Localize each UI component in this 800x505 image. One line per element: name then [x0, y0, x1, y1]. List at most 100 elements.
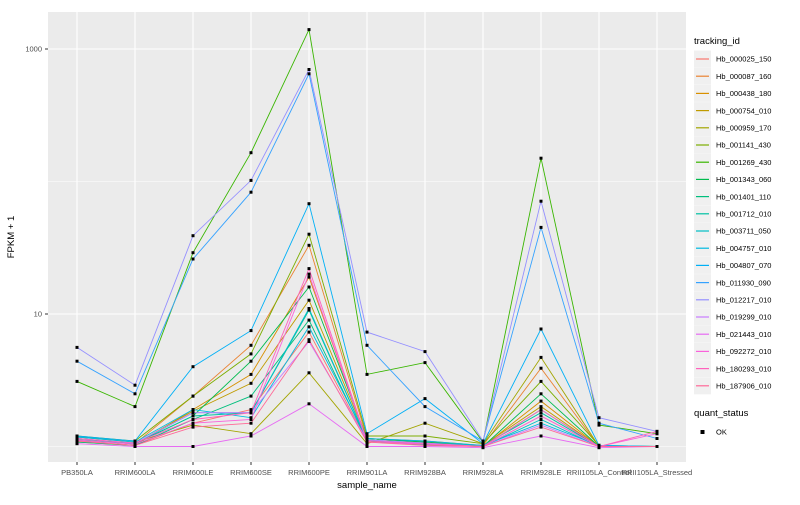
data-point: [249, 381, 253, 385]
data-point: [597, 423, 601, 427]
data-point: [307, 267, 311, 271]
legend-item-label: Hb_000959_170: [716, 124, 771, 133]
data-point: [539, 327, 543, 331]
x-tick-label: RRIM928LE: [521, 468, 562, 477]
x-tick-label: RRIM600SE: [230, 468, 272, 477]
data-point: [539, 225, 543, 229]
data-point: [249, 151, 253, 155]
data-point: [191, 394, 195, 398]
data-point: [191, 414, 195, 418]
data-point: [423, 442, 427, 446]
data-point: [539, 199, 543, 203]
data-point: [539, 366, 543, 370]
data-point: [539, 399, 543, 403]
data-point: [307, 325, 311, 329]
data-point: [249, 418, 253, 421]
x-tick-label: PB350LA: [61, 468, 93, 477]
data-point: [249, 190, 253, 194]
data-point: [597, 421, 601, 425]
data-point: [191, 257, 195, 261]
data-point: [307, 298, 311, 302]
data-point: [75, 434, 79, 438]
data-point: [539, 423, 543, 427]
data-point: [307, 68, 311, 71]
data-point: [191, 425, 195, 429]
data-point: [75, 345, 79, 349]
data-point: [481, 445, 485, 448]
data-point: [133, 441, 137, 445]
data-point: [249, 432, 253, 436]
legend-item-label: Hb_001269_430: [716, 158, 771, 167]
data-point: [133, 392, 137, 396]
data-point: [655, 432, 659, 436]
data-point: [307, 330, 311, 334]
legend-item-label: Hb_004807_070: [716, 261, 771, 270]
data-point: [75, 437, 79, 440]
data-point: [423, 405, 427, 409]
data-point: [423, 361, 427, 365]
data-point: [597, 416, 601, 420]
legend-item-label: Hb_001343_060: [716, 175, 771, 184]
data-point: [655, 429, 659, 433]
x-axis-title: sample_name: [337, 480, 397, 491]
data-point: [423, 397, 427, 401]
legend-item-label: Hb_019299_010: [716, 313, 771, 322]
legend-item-label: Hb_021443_010: [716, 330, 771, 339]
data-point: [249, 329, 253, 333]
x-tick-label: RRIM928BA: [404, 468, 446, 477]
data-point: [191, 421, 195, 425]
data-point: [307, 318, 311, 322]
data-point: [133, 439, 137, 443]
data-point: [307, 307, 311, 310]
legend-item-label: Hb_011930_090: [716, 278, 771, 287]
data-point: [307, 272, 311, 276]
legend-item-label: Hb_000438_180: [716, 89, 771, 98]
data-point: [249, 359, 253, 363]
data-point: [249, 411, 253, 415]
data-point: [307, 28, 311, 32]
data-point: [307, 232, 311, 236]
data-point: [307, 371, 311, 375]
data-point: [307, 202, 311, 206]
data-point: [539, 156, 543, 160]
x-tick-label: RRII105LA_Stressed: [622, 468, 692, 477]
data-point: [307, 285, 311, 289]
data-point: [365, 343, 369, 347]
data-point: [423, 421, 427, 425]
x-tick-label: RRIM901LA: [347, 468, 388, 477]
data-point: [655, 445, 659, 448]
data-point: [191, 234, 195, 238]
data-point: [249, 372, 253, 376]
legend-item-label: Hb_001712_010: [716, 210, 771, 219]
x-tick-label: RRIM600LA: [115, 468, 156, 477]
y-tick-label: 10: [34, 310, 42, 319]
data-point: [539, 355, 543, 359]
data-point: [365, 442, 369, 446]
legend-item-label: Hb_000025_150: [716, 55, 771, 64]
data-point: [249, 352, 253, 356]
legend-item-label: Hb_000754_010: [716, 106, 771, 115]
data-point: [423, 434, 427, 438]
data-point: [539, 421, 543, 425]
legend-item-label: Hb_092272_010: [716, 347, 771, 356]
data-point: [133, 443, 137, 447]
data-point: [423, 443, 427, 447]
data-point: [75, 442, 79, 446]
data-point: [539, 405, 543, 409]
legend-item-label: Hb_180293_010: [716, 364, 771, 373]
data-point: [597, 445, 601, 448]
legend-item-label: Hb_000087_160: [716, 72, 771, 81]
data-point: [481, 439, 485, 443]
data-point: [133, 405, 137, 409]
legend-item-label: Hb_001141_430: [716, 141, 771, 150]
data-point: [307, 72, 311, 76]
data-point: [191, 445, 195, 448]
data-point: [249, 416, 253, 420]
legend-title-tracking-id: tracking_id: [694, 36, 740, 47]
quant-status-marker: [700, 430, 705, 434]
data-point: [539, 408, 543, 412]
data-point: [307, 402, 311, 406]
data-point: [307, 340, 311, 343]
legend-item-label: Hb_012217_010: [716, 296, 771, 305]
